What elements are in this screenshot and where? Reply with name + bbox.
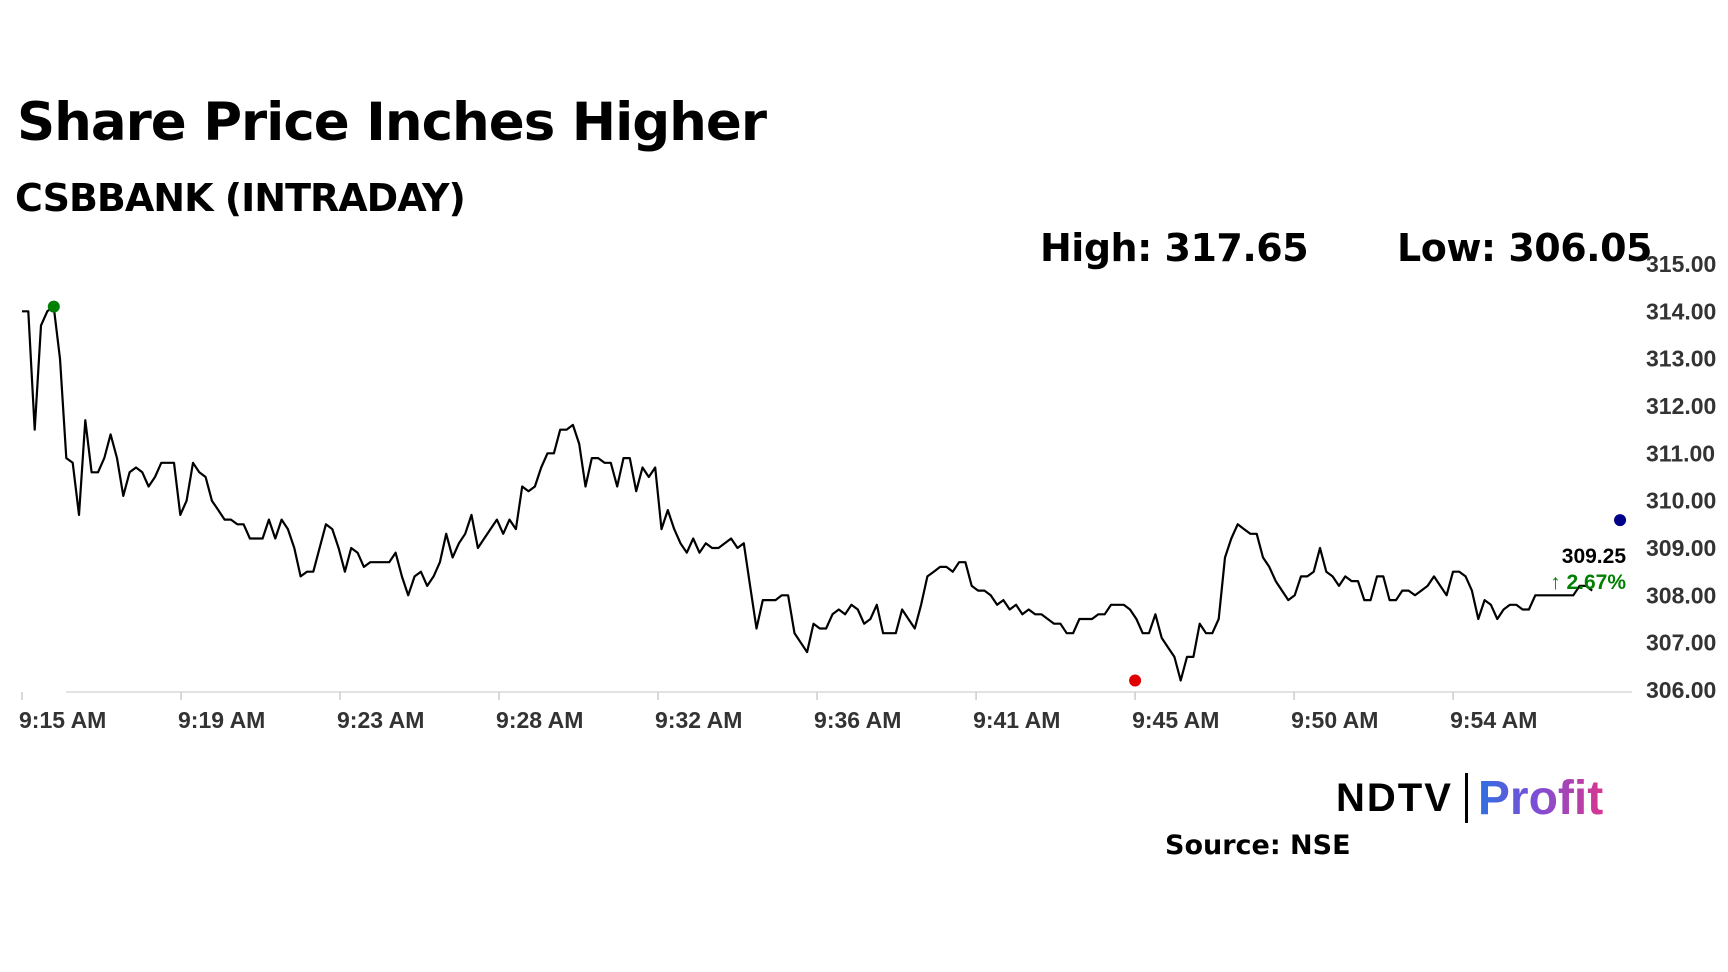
price-series (22, 305, 1593, 682)
low-price-label: Low: 306.05 (1397, 226, 1653, 270)
percent-change-label: ↑ 2.67% (1550, 571, 1626, 594)
y-axis: 306.00 307.00 308.00 309.00 310.00 311.00 312.… (1646, 251, 1716, 703)
y-tick-label: 309.00 (1646, 535, 1716, 561)
x-axis: 9:15 AM 9:19 AM 9:23 AM 9:28 AM 9:32 AM 9:36 … (19, 691, 1632, 733)
x-tick-label: 9:23 AM (337, 707, 424, 733)
price-line (22, 305, 1593, 682)
high-marker (47, 300, 60, 313)
x-tick-label: 9:45 AM (1132, 707, 1219, 733)
chart-subtitle: CSBBANK (INTRADAY) (15, 176, 466, 220)
low-marker (1129, 674, 1142, 687)
x-tick-label: 9:32 AM (655, 707, 742, 733)
last-price-label: 309.25 (1562, 545, 1627, 568)
y-tick-label: 306.00 (1646, 677, 1716, 703)
y-tick-label: 307.00 (1646, 630, 1716, 656)
high-price-label: High: 317.65 (1040, 226, 1309, 270)
y-tick-label: 315.00 (1646, 251, 1716, 277)
ndtv-profit-logo: NDTV Profit (1336, 768, 1603, 828)
ndtv-wordmark: NDTV (1336, 775, 1453, 820)
x-tick-label: 9:41 AM (973, 707, 1060, 733)
x-tick-label: 9:28 AM (496, 707, 583, 733)
profit-wordmark: Profit (1477, 771, 1604, 825)
y-tick-label: 310.00 (1646, 488, 1716, 514)
y-tick-label: 313.00 (1646, 346, 1716, 372)
chart-markers (47, 300, 1627, 687)
x-tick-label: 9:19 AM (178, 707, 265, 733)
y-tick-label: 314.00 (1646, 298, 1716, 324)
x-tick-label: 9:15 AM (19, 707, 106, 733)
x-tick-label: 9:36 AM (814, 707, 901, 733)
last-price-labels: 309.25 ↑ 2.67% (1550, 545, 1626, 594)
chart-title: Share Price Inches Higher (17, 92, 767, 153)
x-tick-label: 9:50 AM (1291, 707, 1378, 733)
x-tick-label: 9:54 AM (1450, 707, 1537, 733)
y-tick-label: 312.00 (1646, 393, 1716, 419)
logo-divider (1464, 773, 1468, 823)
y-tick-label: 308.00 (1646, 582, 1716, 608)
source-note: Source: NSE (1165, 830, 1351, 861)
y-tick-label: 311.00 (1646, 440, 1715, 466)
last-price-marker (1614, 514, 1627, 527)
